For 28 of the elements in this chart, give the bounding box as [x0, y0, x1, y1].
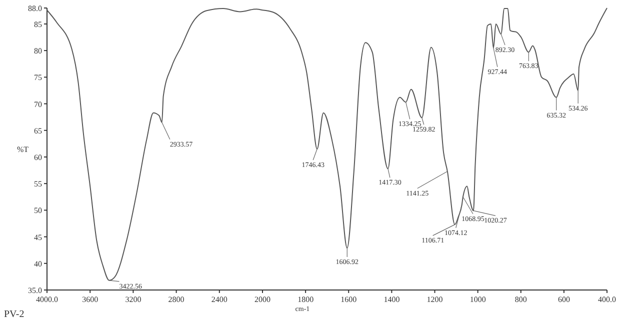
y-tick-label: 45: [34, 232, 42, 242]
y-tick-label: 88.0: [28, 4, 42, 13]
y-tick-label: 40: [34, 259, 42, 268]
y-tick-label: 85: [34, 20, 42, 29]
y-tick-label: 70: [34, 100, 42, 109]
x-tick-label: 1400: [384, 295, 400, 304]
x-tick-label: 2400: [211, 295, 228, 304]
y-tick-label: 35.0: [28, 286, 42, 295]
y-tick-label: 55: [34, 180, 42, 189]
y-tick-label: 65: [34, 126, 42, 136]
x-tick-label: 2000: [254, 295, 270, 304]
x-tick-label: 800: [514, 295, 527, 304]
y-axis-title: %T: [17, 145, 29, 154]
x-tick-label: 3200: [125, 295, 142, 304]
x-tick-label: 1200: [426, 295, 443, 304]
x-tick-label: 4000.0: [36, 295, 58, 304]
y-tick-label: 50: [34, 206, 42, 216]
x-tick-label: 2800: [168, 295, 184, 304]
x-tick-label: 1600: [340, 295, 357, 304]
x-tick-label: 1000: [470, 295, 486, 304]
y-tick-label: 80: [34, 46, 42, 56]
y-tick-label: 75: [34, 73, 42, 82]
x-tick-label: 3600: [82, 295, 98, 304]
x-tick-label: 1800: [298, 295, 314, 304]
x-tick-label: 600: [558, 295, 570, 304]
text: PV-2: [4, 309, 24, 320]
x-tick-label: 400.0: [598, 295, 616, 304]
y-tick-label: 60: [34, 152, 42, 162]
